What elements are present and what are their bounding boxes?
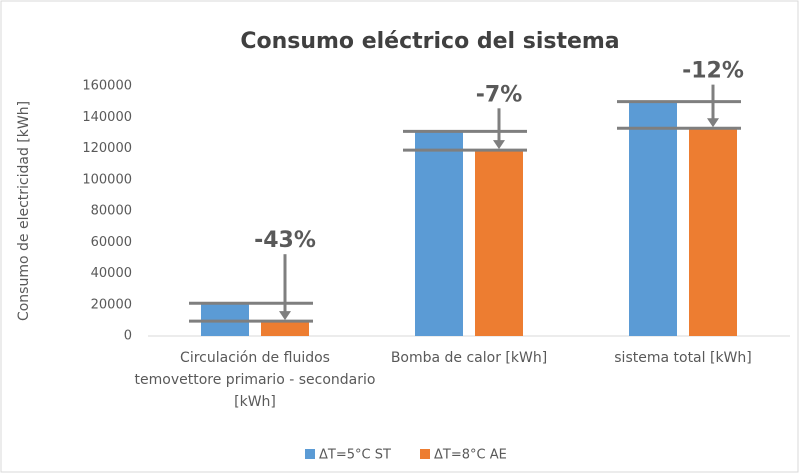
y-tick-label: 0 xyxy=(124,329,132,344)
legend-swatch xyxy=(305,449,315,459)
x-tick-label: sistema total [kWh] xyxy=(614,350,751,366)
arrow-head xyxy=(279,311,291,321)
chart-title: Consumo eléctrico del sistema xyxy=(240,29,619,54)
y-tick-label: 140000 xyxy=(82,110,132,125)
legend-swatch xyxy=(420,449,430,459)
legend-label: ΔT=8°C AE xyxy=(434,448,507,463)
y-tick-label: 100000 xyxy=(82,172,132,187)
y-tick-label: 120000 xyxy=(82,141,132,156)
bar xyxy=(415,131,463,336)
bar xyxy=(629,101,677,336)
bar xyxy=(261,321,309,336)
y-axis-label: Consumo de electricidad [kWh] xyxy=(16,101,32,321)
arrow-head xyxy=(707,118,719,128)
y-tick-label: 60000 xyxy=(91,235,132,250)
x-tick-label: Bomba de calor [kWh] xyxy=(391,350,547,366)
arrow-head xyxy=(493,140,505,150)
annotation: -7% xyxy=(476,82,522,107)
y-tick-label: 160000 xyxy=(82,79,132,94)
bar xyxy=(201,303,249,336)
y-tick-label: 20000 xyxy=(91,297,132,312)
x-tick-label: Circulación de fluidos temovettore primar… xyxy=(135,350,376,410)
annotation: -12% xyxy=(682,59,744,84)
x-tick-label-line: Circulación de fluidos xyxy=(180,350,330,366)
x-tick-label-line: Bomba de calor [kWh] xyxy=(391,350,547,366)
annotation: -43% xyxy=(254,228,316,253)
x-tick-label-line: sistema total [kWh] xyxy=(614,350,751,366)
y-tick-label: 80000 xyxy=(91,204,132,219)
legend-label: ΔT=5°C ST xyxy=(319,448,391,463)
x-tick-label-line: temovettore primario - secondario xyxy=(135,372,376,388)
bar xyxy=(689,128,737,336)
x-tick-label-line: [kWh] xyxy=(234,394,276,410)
bar xyxy=(475,150,523,336)
y-tick-label: 40000 xyxy=(91,266,132,281)
